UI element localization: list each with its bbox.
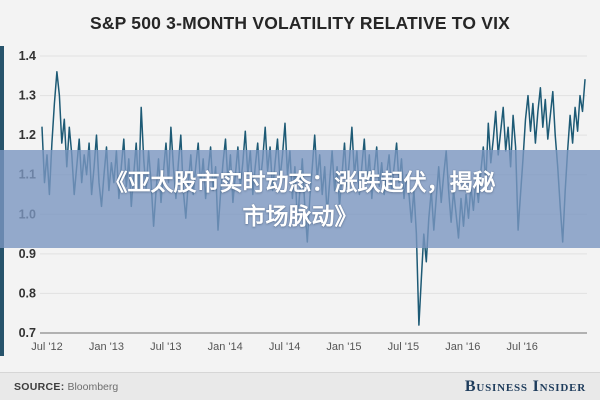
source-label: SOURCE:	[14, 380, 65, 393]
title-bar: S&P 500 3-MONTH VOLATILITY RELATIVE TO V…	[0, 0, 600, 46]
y-tick-label: 1.2	[19, 128, 36, 142]
x-tick-label: Jan '13	[89, 341, 124, 353]
overlay-text-line2: 市场脉动》	[242, 203, 358, 229]
source-value: Bloomberg	[67, 380, 119, 393]
source-credit: SOURCE: Bloomberg	[14, 381, 118, 393]
overlay-banner: 《亚太股市实时动态：涨跌起伏，揭秘 市场脉动》	[0, 150, 600, 248]
y-tick-label: 0.9	[19, 247, 36, 261]
business-insider-logo: Business Insider	[464, 377, 586, 395]
footer-bar: SOURCE: Bloomberg Business Insider	[0, 372, 600, 400]
x-tick-label: Jan '14	[208, 341, 243, 353]
y-tick-label: 1.3	[19, 89, 36, 103]
y-tick-label: 1.4	[19, 49, 36, 63]
y-tick-label: 0.7	[19, 326, 36, 340]
overlay-text-line1: 《亚太股市实时动态：涨跌起伏，揭秘	[104, 169, 496, 195]
x-tick-label: Jul '12	[31, 341, 62, 353]
x-tick-label: Jul '16	[506, 341, 537, 353]
x-tick-label: Jan '16	[445, 341, 480, 353]
x-tick-label: Jul '14	[269, 341, 300, 353]
y-tick-label: 0.8	[19, 286, 36, 300]
x-tick-label: Jan '15	[326, 341, 361, 353]
chart-title: S&P 500 3-MONTH VOLATILITY RELATIVE TO V…	[89, 12, 511, 33]
x-tick-label: Jul '13	[150, 341, 181, 353]
x-tick-label: Jul '15	[388, 341, 419, 353]
